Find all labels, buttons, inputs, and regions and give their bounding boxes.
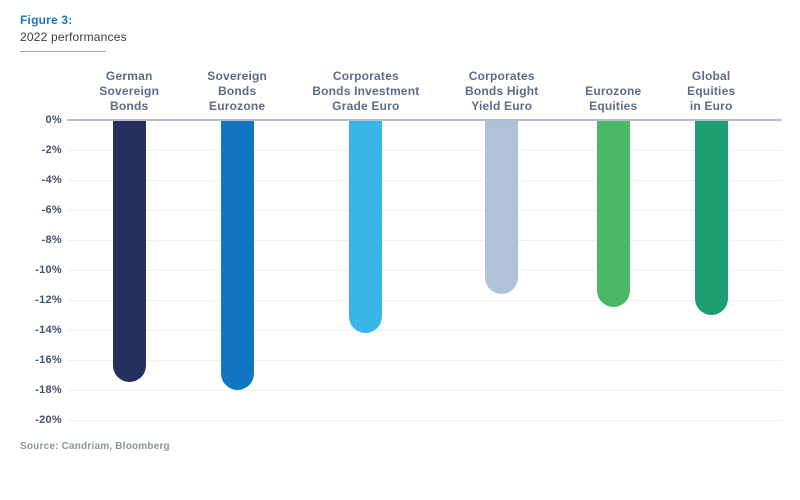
gridline--4pct xyxy=(67,180,782,181)
gridline--14pct xyxy=(67,330,782,331)
title-divider xyxy=(20,51,106,52)
zero-axis-line xyxy=(67,119,782,121)
category-label-corporates-bonds-investment-grade-euro: Corporates Bonds Investment Grade Euro xyxy=(312,69,420,113)
gridline--6pct xyxy=(67,210,782,211)
y-tick-label--6pct: -6% xyxy=(41,204,62,216)
y-tick-label--10pct: -10% xyxy=(35,264,62,276)
category-label-sovereign-bonds-eurozone: Sovereign Bonds Eurozone xyxy=(207,69,268,113)
gridline--8pct xyxy=(67,240,782,241)
bar-eurozone-equities xyxy=(596,121,630,307)
gridline--16pct xyxy=(67,360,782,361)
figure-subtitle: 2022 performances xyxy=(20,30,127,44)
y-tick-label--8pct: -8% xyxy=(41,234,62,246)
y-tick-label--20pct: -20% xyxy=(35,414,62,426)
figure-label: Figure 3: xyxy=(20,13,73,27)
gridline--10pct xyxy=(67,270,782,271)
y-tick-label--14pct: -14% xyxy=(35,324,62,336)
gridline--18pct xyxy=(67,390,782,391)
gridline--20pct xyxy=(67,420,782,421)
bar-corporates-bonds-investment-grade-euro xyxy=(349,121,383,333)
y-tick-label--18pct: -18% xyxy=(35,384,62,396)
bar-global-equities-in-euro xyxy=(694,121,728,315)
y-tick-label--16pct: -16% xyxy=(35,354,62,366)
y-tick-label-0pct: 0% xyxy=(45,114,62,126)
category-label-corporates-bonds-hight-yield-euro: Corporates Bonds Hight Yield Euro xyxy=(464,69,539,113)
bar-corporates-bonds-hight-yield-euro xyxy=(485,121,519,294)
category-label-eurozone-equities: Eurozone Equities xyxy=(585,84,642,113)
category-label-row: German Sovereign Bonds Sovereign Bonds Eurozo… xyxy=(67,62,782,114)
figure-header: Figure 3: 2022 performances xyxy=(20,13,127,52)
y-axis: 0% -2% -4% -6% -8% -10% -12% -14% -16% -18% -20% xyxy=(14,114,62,426)
y-tick-label--2pct: -2% xyxy=(41,144,62,156)
category-label-german-sovereign-bonds: German Sovereign Bonds xyxy=(99,69,160,113)
gridline--2pct xyxy=(67,150,782,151)
plot-area xyxy=(67,119,782,421)
category-label-global-equities-in-euro: Global Equities in Euro xyxy=(687,69,736,113)
bar-sovereign-bonds-eurozone xyxy=(220,121,254,390)
gridline--12pct xyxy=(67,300,782,301)
y-tick-label--12pct: -12% xyxy=(35,294,62,306)
source-note: Source: Candriam, Bloomberg xyxy=(20,441,170,452)
y-tick-label--4pct: -4% xyxy=(41,174,62,186)
bar-german-sovereign-bonds xyxy=(112,121,146,382)
